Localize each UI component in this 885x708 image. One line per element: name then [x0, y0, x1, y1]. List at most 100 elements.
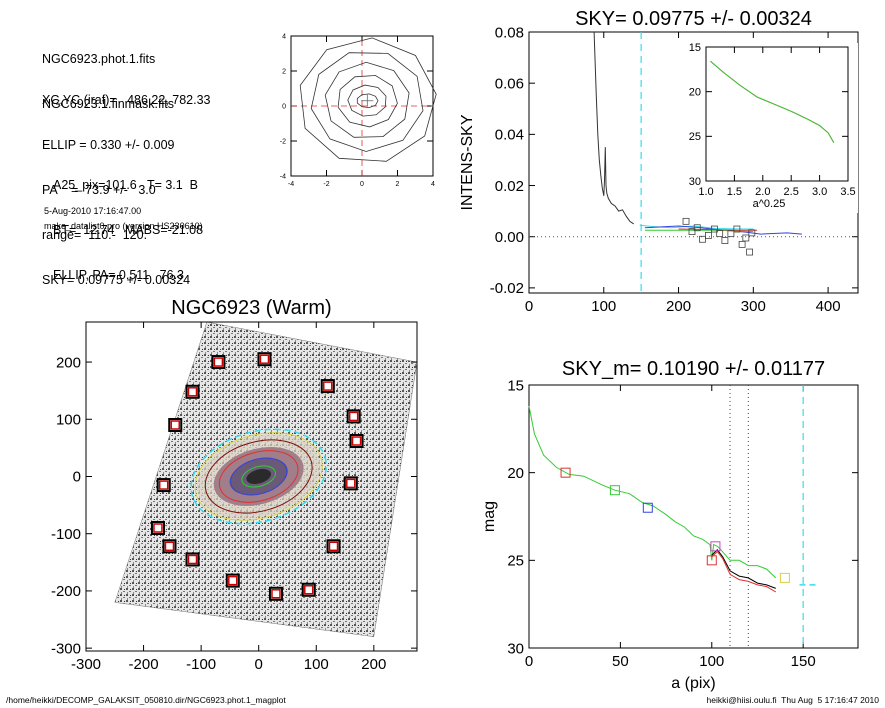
y-tick-label: -300 [51, 640, 81, 657]
sky-sample-marker [699, 235, 706, 243]
sky-sample-marker [682, 217, 690, 225]
intens-sky-plot: SKY= 0.09775 +/- 0.00324 0 100 200 300 400 -0.… [459, 8, 859, 315]
sky-box-inner [158, 480, 169, 490]
x-tick-label: 100 [304, 656, 329, 673]
sky-series-cyan [639, 224, 754, 230]
sky-sample-marker [711, 225, 718, 233]
x-tick-label: 3.5 [840, 186, 855, 198]
sky-series-green [644, 229, 754, 233]
sky-box-inner [323, 381, 333, 391]
mask-file: NGC6923.1.finmask.fits [42, 97, 174, 111]
x-tick-label: -2 [323, 181, 329, 188]
mag-marker-blue [642, 502, 653, 513]
sky-sample-marker [738, 240, 746, 248]
mag-marker-red [560, 467, 571, 478]
fits-file: NGC6923.phot.1.fits [42, 52, 156, 66]
chart-title: SKY= 0.09775 +/- 0.00324 [575, 8, 812, 30]
y-axis-label: mag [481, 501, 498, 532]
sky-box-outer [211, 355, 226, 370]
plot-frame [705, 46, 849, 182]
sky-box-outer [185, 384, 200, 399]
contour-plot: -4 -2 0 2 4 -4 -2 0 2 4 [280, 33, 437, 188]
y-tick-label: 15 [689, 42, 701, 54]
contour-line [324, 61, 410, 138]
sky-box-inner [351, 436, 362, 446]
x-tick-label: 0 [255, 656, 263, 673]
x-axis-label: a (pix) [671, 675, 715, 692]
chart-title: SKY_m= 0.10190 +/- 0.01177 [562, 358, 825, 380]
sky-box-outer [185, 552, 200, 567]
sky-box-outer [225, 573, 240, 588]
sky-box-outer [320, 379, 335, 394]
galaxy-core [246, 468, 272, 484]
contour-line [347, 84, 387, 117]
sky-box-outer [326, 539, 341, 554]
isophote-ellipse-maroon [204, 439, 313, 514]
y-tick-label: 0.04 [495, 127, 524, 144]
sky-box-inner [304, 585, 314, 595]
chart-title: NGC6923 (Warm) [171, 297, 331, 319]
y-tick-label: 0 [282, 103, 286, 110]
param-pa: PA = 73.9 +/- 3.0 [42, 183, 156, 197]
mag-marker-magenta [710, 541, 721, 552]
sky-box-inner [228, 575, 238, 586]
sky-box-outer [343, 476, 358, 491]
y-tick-label: 25 [507, 553, 524, 570]
x-tick-label: 1.5 [727, 186, 742, 198]
inset-plot: 1.0 1.5 2.0 2.5 3.0 3.5 15 20 25 30 a^0.25 [670, 42, 858, 213]
y-tick-label: -200 [51, 583, 81, 600]
y-tick-label: -2 [280, 138, 286, 145]
isophote-ellipse-cyan [190, 428, 327, 525]
x-tick-label: 150 [791, 653, 816, 670]
contour-line [356, 93, 379, 109]
y-tick-label: 0.08 [495, 24, 524, 41]
y-tick-label: 0.06 [495, 75, 524, 92]
sky-box-inner [348, 411, 359, 422]
sky-sample-marker [688, 228, 696, 235]
sky-sample-marker [693, 224, 701, 232]
y-tick-label: 20 [689, 87, 701, 99]
info-files: NGC6923.phot.1.fits NGC6923.1.finmask.fi… [42, 22, 174, 127]
info-program: make_datalist0.pro (version HS230610) [44, 221, 203, 231]
prop-a25: A25_pix=101.6 T= 3.1 B [53, 178, 199, 192]
x-tick-label: -300 [71, 656, 101, 673]
x-tick-label: 3.0 [812, 186, 827, 198]
x-tick-label: 2.5 [784, 186, 799, 198]
sky-sample-marker [727, 230, 735, 238]
galaxy-image: NGC6923 (Warm) -300 -200 -100 0 100 200 -300 -20… [51, 297, 418, 673]
x-tick-label: -100 [186, 656, 216, 673]
x-tick-label: 0 [525, 298, 533, 315]
x-tick-label: 4 [431, 181, 435, 188]
footer-path: /home/heikki/DECOMP_GALAKSIT_050810.dir/… [6, 695, 286, 705]
sky-box-outer [162, 539, 177, 554]
sky-box-inner [346, 478, 356, 489]
profile-line [593, 31, 634, 225]
isophote-ellipse-yellow [194, 432, 323, 521]
sky-box-inner [213, 357, 224, 367]
sky-sample-marker [705, 232, 712, 239]
sky-box-outer [346, 409, 361, 424]
sky-box-inner [328, 541, 339, 552]
y-axis-label: INTENS-SKY [459, 114, 476, 210]
y-tick-label: -0.02 [490, 280, 524, 297]
sky-box-outer [150, 520, 165, 535]
x-tick-label: 200 [666, 298, 691, 315]
sky-box-inner [153, 523, 163, 533]
sky-sample-marker [716, 230, 724, 238]
y-tick-label: 15 [507, 377, 524, 394]
x-tick-label: -4 [288, 181, 294, 188]
contour-line [299, 37, 437, 162]
isophote-ellipse-green [241, 465, 277, 488]
sky-sample-marker [721, 237, 729, 244]
sky-box-inner [271, 589, 281, 599]
sky-box-inner [187, 387, 198, 397]
param-ellip: ELLIP = 0.330 +/- 0.009 [42, 138, 175, 152]
x-tick-label: 100 [699, 653, 724, 670]
y-tick-label: 30 [507, 640, 524, 657]
isophote-ellipse-blue [230, 457, 288, 496]
param-range: range= 110.- 120. [42, 228, 148, 242]
y-tick-label: 25 [689, 131, 701, 143]
info-date: 5-Aug-2010 17:16:47.00 [44, 206, 142, 216]
y-tick-label: -4 [280, 173, 286, 180]
